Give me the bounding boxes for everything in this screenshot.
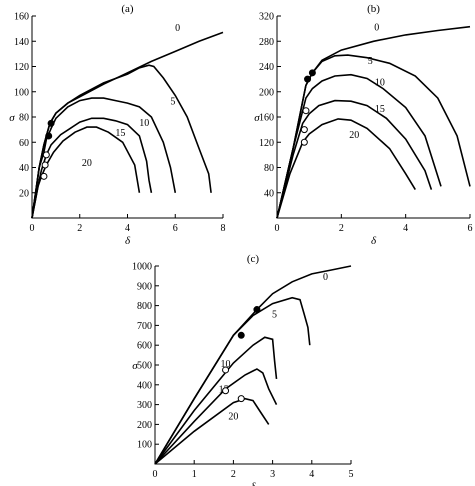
x-axis-label: δ xyxy=(371,235,377,247)
y-tick-label: 60 xyxy=(19,138,29,149)
x-axis-label: δ xyxy=(125,235,131,247)
x-tick-label: 1 xyxy=(192,469,197,480)
y-tick-label: 200 xyxy=(259,87,274,98)
series-line-5 xyxy=(154,296,311,465)
filled-marker xyxy=(304,75,312,83)
series-label-10: 10 xyxy=(221,359,231,370)
y-tick-label: 300 xyxy=(137,400,152,411)
x-tick-label: 2 xyxy=(231,469,236,480)
panel-label: (c) xyxy=(247,253,260,265)
open-marker xyxy=(302,107,310,115)
y-tick-label: 40 xyxy=(264,188,274,199)
filled-marker xyxy=(253,306,261,314)
axes xyxy=(31,16,223,219)
open-marker xyxy=(300,138,308,146)
chart-panel-3: (c)0 1 2 3 4 51002003004005006007008009001000… xyxy=(132,253,354,486)
x-tick-label: 6 xyxy=(468,223,473,234)
y-tick-label: 320 xyxy=(259,12,274,23)
y-tick-label: 700 xyxy=(137,321,152,332)
y-tick-label: 160 xyxy=(259,113,274,124)
series-label-10: 10 xyxy=(139,118,149,129)
series-label-20: 20 xyxy=(228,411,238,422)
x-tick-label: 4 xyxy=(403,223,408,234)
open-marker xyxy=(237,395,245,403)
x-tick-label: 2 xyxy=(77,223,82,234)
series-label-5: 5 xyxy=(272,309,277,320)
series-label-15: 15 xyxy=(375,104,385,115)
y-axis-label: σ xyxy=(254,112,260,124)
series-line-20 xyxy=(154,397,270,465)
series-line-0 xyxy=(154,265,352,465)
x-tick-label: 3 xyxy=(270,469,275,480)
series-line-0 xyxy=(276,25,471,219)
y-tick-label: 100 xyxy=(14,87,29,98)
y-tick-label: 1000 xyxy=(132,262,152,273)
open-marker xyxy=(300,126,308,134)
x-axis-label: δ xyxy=(250,481,256,486)
series-label-10: 10 xyxy=(375,77,385,88)
filled-marker xyxy=(47,119,55,127)
open-marker xyxy=(222,366,230,374)
x-tick-label: 4 xyxy=(309,469,314,480)
x-tick-label: 5 xyxy=(349,469,354,480)
y-tick-label: 280 xyxy=(259,37,274,48)
series-line-10 xyxy=(154,336,278,465)
y-tick-label: 500 xyxy=(137,361,152,372)
series-label-0: 0 xyxy=(374,23,379,34)
open-marker xyxy=(40,172,48,180)
x-tick-label: 4 xyxy=(125,223,130,234)
y-tick-label: 400 xyxy=(137,380,152,391)
series-line-5 xyxy=(31,64,212,219)
y-tick-label: 40 xyxy=(19,163,29,174)
y-tick-label: 200 xyxy=(137,420,152,431)
x-tick-label: 2 xyxy=(339,223,344,234)
filled-marker xyxy=(237,331,245,339)
y-tick-label: 100 xyxy=(137,440,152,451)
y-tick-label: 240 xyxy=(259,62,274,73)
panel-label: (b) xyxy=(367,3,380,15)
series-label-5: 5 xyxy=(368,56,373,67)
x-tick-label: 0 xyxy=(30,223,35,234)
axes xyxy=(154,266,351,465)
y-tick-label: 140 xyxy=(14,37,29,48)
y-tick-label: 160 xyxy=(14,12,29,23)
y-axis-label: σ xyxy=(132,360,138,372)
series-label-5: 5 xyxy=(170,96,175,107)
y-tick-label: 600 xyxy=(137,341,152,352)
open-marker xyxy=(41,161,49,169)
series-label-0: 0 xyxy=(323,272,328,283)
series-line-15 xyxy=(154,368,278,465)
series-line-10 xyxy=(31,97,177,219)
filled-marker xyxy=(308,69,316,77)
series-line-10 xyxy=(276,73,442,219)
y-axis-label: σ xyxy=(9,112,15,124)
x-tick-label: 0 xyxy=(275,223,280,234)
series-label-15: 15 xyxy=(115,128,125,139)
x-tick-label: 0 xyxy=(153,469,158,480)
series-label-0: 0 xyxy=(175,23,180,34)
y-tick-label: 120 xyxy=(14,62,29,73)
x-tick-label: 8 xyxy=(221,223,226,234)
series-label-20: 20 xyxy=(349,130,359,141)
filled-marker xyxy=(45,132,53,140)
open-marker xyxy=(42,151,50,159)
series-line-20 xyxy=(276,118,416,219)
x-tick-label: 6 xyxy=(173,223,178,234)
series-line-5 xyxy=(276,54,471,219)
y-tick-label: 20 xyxy=(19,188,29,199)
open-marker xyxy=(222,387,230,395)
y-tick-label: 120 xyxy=(259,138,274,149)
panel-label: (a) xyxy=(121,3,134,15)
axes xyxy=(276,16,470,219)
y-tick-label: 80 xyxy=(264,163,274,174)
y-tick-label: 80 xyxy=(19,113,29,124)
chart-panel-1: (a) 0 2 4 6 8 20 40 60 80 100 120 140 160 δ σ 0 5 10 15 20 xyxy=(9,3,225,247)
chart-panel-2: (b) 0 2 4 6 40 80 120 160 200 240 280 320 δ σ 0 510 15 20 xyxy=(254,3,472,247)
series-label-20: 20 xyxy=(82,158,92,169)
y-tick-label: 900 xyxy=(137,281,152,292)
y-tick-label: 800 xyxy=(137,301,152,312)
series-line-20 xyxy=(31,126,141,219)
